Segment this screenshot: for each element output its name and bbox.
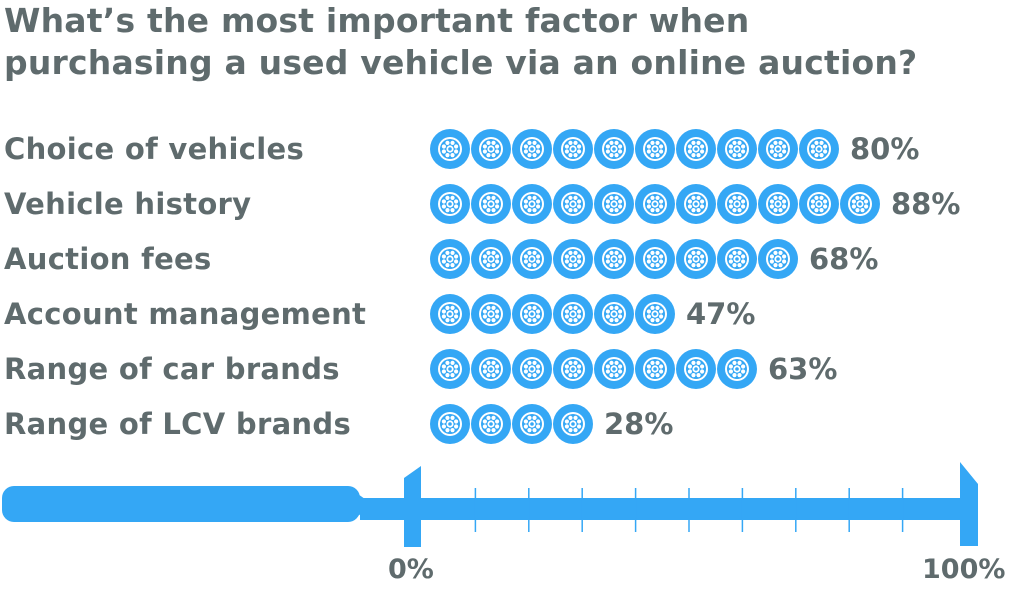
axis-label-0: 0% bbox=[388, 554, 434, 585]
wheel-icon bbox=[553, 404, 593, 444]
wheel-icon bbox=[512, 129, 552, 169]
bar-row: Range of LCV brands 28% bbox=[0, 402, 1024, 446]
wheel-icon bbox=[553, 349, 593, 389]
wheel-icon bbox=[594, 184, 634, 224]
wheel-icon bbox=[717, 129, 757, 169]
chart-title: What’s the most important factor when pu… bbox=[4, 0, 1024, 84]
category-label: Range of LCV brands bbox=[4, 407, 352, 441]
value-label: 68% bbox=[809, 242, 879, 276]
wheel-icon bbox=[430, 404, 470, 444]
wheel-icon bbox=[635, 184, 675, 224]
wheel-icon bbox=[635, 349, 675, 389]
chart-title-line-1: What’s the most important factor when bbox=[4, 1, 750, 40]
wheel-icon bbox=[553, 184, 593, 224]
category-label: Choice of vehicles bbox=[4, 132, 305, 166]
bar-row: Range of car brands 63% bbox=[0, 347, 1024, 391]
bar-row: Vehicle history 88% bbox=[0, 182, 1024, 226]
chart-title-line-2: purchasing a used vehicle via an online … bbox=[4, 43, 918, 82]
category-label: Vehicle history bbox=[4, 187, 252, 221]
wheel-icon bbox=[512, 349, 552, 389]
wheel-icon bbox=[594, 294, 634, 334]
value-label: 28% bbox=[604, 407, 674, 441]
wheel-icon bbox=[430, 129, 470, 169]
wheel-icon bbox=[430, 349, 470, 389]
bar: 63% bbox=[430, 349, 837, 389]
bar-row: Auction fees 68% bbox=[0, 237, 1024, 281]
wheel-icon bbox=[471, 294, 511, 334]
bar: 88% bbox=[430, 184, 960, 224]
wheel-icon bbox=[471, 349, 511, 389]
wheel-icon bbox=[553, 239, 593, 279]
wheel-icon bbox=[676, 184, 716, 224]
value-label: 47% bbox=[686, 297, 756, 331]
wheel-icon bbox=[471, 129, 511, 169]
wheel-icon bbox=[471, 239, 511, 279]
wheel-icon bbox=[594, 239, 634, 279]
wheel-icon bbox=[635, 294, 675, 334]
wheel-icon bbox=[635, 129, 675, 169]
category-label: Account management bbox=[4, 297, 367, 331]
bar-row: Account management 47% bbox=[0, 292, 1024, 336]
wheel-icon bbox=[758, 129, 798, 169]
wheel-icon bbox=[594, 349, 634, 389]
wheel-icon bbox=[553, 294, 593, 334]
wheel-icon bbox=[471, 184, 511, 224]
wheel-icon bbox=[430, 184, 470, 224]
wheel-icon bbox=[758, 239, 798, 279]
wheel-icon bbox=[430, 239, 470, 279]
wheel-icon bbox=[717, 349, 757, 389]
wheel-icon bbox=[594, 129, 634, 169]
bar: 80% bbox=[430, 129, 919, 169]
wheel-icon bbox=[676, 129, 716, 169]
wheel-icon bbox=[635, 239, 675, 279]
category-label: Auction fees bbox=[4, 242, 212, 276]
value-label: 88% bbox=[891, 187, 961, 221]
value-label: 63% bbox=[768, 352, 838, 386]
wheel-icon bbox=[512, 294, 552, 334]
wheel-icon bbox=[799, 184, 839, 224]
zero-marker bbox=[404, 466, 421, 547]
scale-ruler bbox=[2, 462, 978, 547]
hundred-marker bbox=[960, 462, 978, 546]
wheel-icon bbox=[799, 129, 839, 169]
bar-row: Choice of vehicles 80% bbox=[0, 127, 1024, 171]
ruler-bar bbox=[360, 498, 962, 520]
bar: 28% bbox=[430, 404, 673, 444]
wheel-icon bbox=[471, 404, 511, 444]
wheel-icon bbox=[512, 184, 552, 224]
wheel-icon bbox=[512, 239, 552, 279]
wheel-icon bbox=[717, 184, 757, 224]
wheel-icon bbox=[676, 239, 716, 279]
wheel-icon bbox=[840, 184, 880, 224]
bar: 68% bbox=[430, 239, 878, 279]
category-label: Range of car brands bbox=[4, 352, 340, 386]
value-label: 80% bbox=[850, 132, 920, 166]
bar: 47% bbox=[430, 294, 755, 334]
wheel-icon bbox=[430, 294, 470, 334]
wheel-icon bbox=[758, 184, 798, 224]
wheel-icon bbox=[676, 349, 716, 389]
wheel-icon bbox=[553, 129, 593, 169]
wheel-icon bbox=[717, 239, 757, 279]
wheel-icon bbox=[512, 404, 552, 444]
ruler-handle bbox=[2, 486, 360, 522]
axis-label-100: 100% bbox=[922, 554, 1006, 585]
